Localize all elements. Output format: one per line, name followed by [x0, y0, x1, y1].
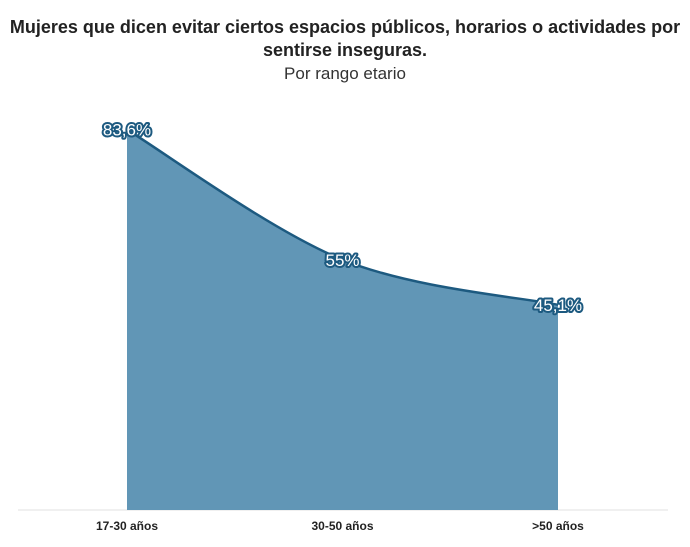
- series-area: [127, 129, 558, 510]
- data-label-2: 55%: [325, 251, 359, 270]
- x-tick-label-2: 30-50 años: [311, 519, 373, 533]
- series-line: [126, 128, 559, 307]
- x-tick-label-1: 17-30 años: [96, 519, 158, 533]
- chart-title-line-1: Mujeres que dicen evitar ciertos espacio…: [9, 17, 681, 37]
- data-label-3: 45,1%: [534, 296, 582, 315]
- chart-title: Mujeres que dicen evitar ciertos espacio…: [0, 16, 690, 62]
- data-label-1: 83,6%: [103, 121, 151, 140]
- chart-subtitle: Por rango etario: [284, 64, 406, 83]
- chart-title-line-2: sentirse inseguras.: [262, 40, 428, 60]
- x-tick-label-3: >50 años: [532, 519, 584, 533]
